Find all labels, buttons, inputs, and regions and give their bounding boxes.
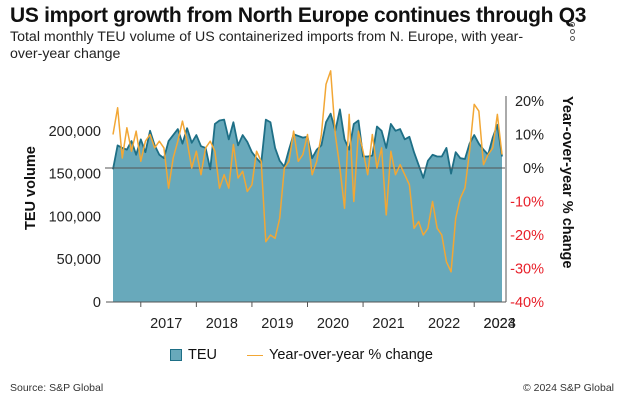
legend-swatch-yoy (247, 354, 263, 356)
legend-label-teu: TEU (188, 347, 217, 363)
left-tick-label: 150,000 (49, 167, 101, 183)
left-tick-label: 200,000 (49, 124, 101, 140)
left-tick-label: 50,000 (57, 252, 101, 268)
more-options-icon[interactable] (566, 22, 578, 46)
chart-subtitle: Total monthly TEU volume of US container… (10, 29, 524, 62)
x-tick-label: 2024 (484, 316, 516, 332)
chart-title: US import growth from North Europe conti… (10, 4, 587, 27)
right-axis-title: Year-over-year % change (559, 96, 575, 268)
x-tick-label: 2018 (206, 316, 238, 332)
right-tick-label: 20% (515, 94, 544, 110)
copyright-note: © 2024 S&P Global (522, 382, 614, 394)
right-tick-label: 0% (523, 161, 544, 177)
legend-swatch-teu (170, 349, 182, 361)
x-tick-label: 2023 (484, 316, 516, 332)
x-tick-label: 2021 (372, 316, 404, 332)
left-tick-label: 100,000 (49, 209, 101, 225)
chart-plot: 0 50,000 100,000 150,000 200,000 20% 10% 0% -10%… (23, 70, 575, 332)
x-tick-label: 2022 (428, 316, 460, 332)
right-tick-label: -20% (510, 228, 544, 244)
teu-area (113, 109, 502, 303)
chart-legend: TEU Year-over-year % change (170, 347, 433, 363)
legend-label-yoy: Year-over-year % change (269, 347, 433, 363)
right-tick-label: -30% (510, 262, 544, 278)
x-tick-label: 2017 (150, 316, 182, 332)
x-tick-label: 2019 (261, 316, 293, 332)
right-tick-label: -10% (510, 195, 544, 211)
left-tick-label: 0 (93, 295, 101, 311)
right-tick-label: -40% (510, 295, 544, 311)
x-tick-label: 2020 (317, 316, 349, 332)
right-tick-label: 10% (515, 128, 544, 144)
left-axis-title: TEU volume (23, 146, 39, 230)
source-note: Source: S&P Global (10, 382, 104, 394)
yoy-line (112, 70, 503, 273)
